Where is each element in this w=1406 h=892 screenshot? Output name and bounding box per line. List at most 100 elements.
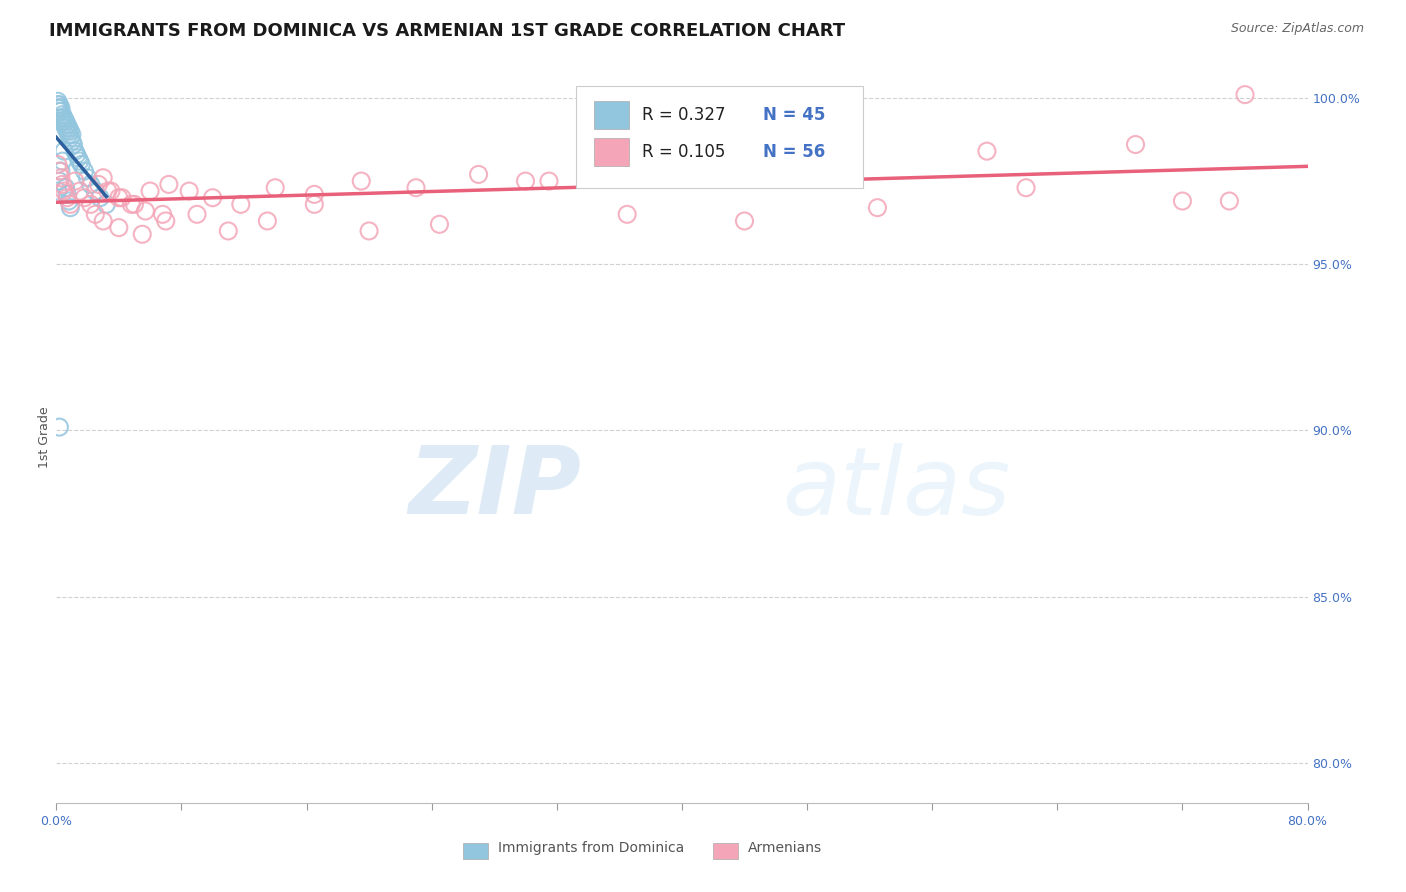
Point (124, 197, 146, 211)
Point (51, 154, 73, 169)
Point (91, 170, 114, 185)
Point (134, 204, 156, 219)
Point (60, 134, 83, 148)
Point (48, 164, 70, 178)
Point (48, 97, 70, 112)
Point (62, 137, 84, 152)
Text: ZIP: ZIP (409, 442, 582, 534)
Point (186, 207, 208, 221)
Point (76, 170, 98, 185)
Point (866, 201, 889, 215)
FancyBboxPatch shape (463, 843, 488, 859)
Text: Source: ZipAtlas.com: Source: ZipAtlas.com (1230, 22, 1364, 36)
Point (56, 191, 79, 205)
Point (157, 178, 180, 192)
Point (79, 197, 101, 211)
Point (53, 118, 76, 132)
Point (58, 120, 80, 135)
Point (537, 174, 560, 188)
Point (1015, 180, 1038, 194)
Point (51, 107, 73, 121)
Point (56, 187, 79, 202)
Text: N = 56: N = 56 (763, 143, 825, 161)
Point (96, 197, 118, 211)
Point (89, 191, 111, 205)
Point (84, 184, 107, 198)
Point (87, 178, 110, 192)
Point (84, 207, 107, 221)
Point (229, 197, 252, 211)
Point (155, 214, 177, 228)
Text: atlas: atlas (782, 442, 1011, 533)
Text: R = 0.105: R = 0.105 (643, 143, 725, 161)
Point (179, 184, 201, 198)
Point (46, 95, 69, 109)
Point (515, 174, 537, 188)
Point (73, 164, 96, 178)
FancyBboxPatch shape (575, 86, 863, 188)
Point (46, 97, 69, 112)
Point (108, 220, 131, 235)
Point (69, 154, 91, 169)
Point (53, 184, 76, 198)
Point (467, 168, 489, 182)
Point (49, 164, 72, 178)
Point (70, 157, 93, 171)
Point (624, 164, 647, 178)
FancyBboxPatch shape (713, 843, 738, 859)
Point (842, 151, 865, 165)
Point (256, 214, 278, 228)
Point (59, 197, 82, 211)
FancyBboxPatch shape (595, 138, 630, 166)
Point (217, 224, 239, 238)
Point (108, 191, 131, 205)
Point (152, 207, 174, 221)
Text: IMMIGRANTS FROM DOMINICA VS ARMENIAN 1ST GRADE CORRELATION CHART: IMMIGRANTS FROM DOMINICA VS ARMENIAN 1ST… (49, 22, 845, 40)
Point (55, 180, 77, 194)
Point (79, 178, 101, 192)
Text: Immigrants from Dominica: Immigrants from Dominica (498, 841, 685, 855)
Point (59, 131, 82, 145)
Point (1171, 194, 1194, 208)
Point (97, 184, 120, 198)
Point (49, 101, 72, 115)
Point (91, 214, 114, 228)
Point (48, 101, 70, 115)
Point (405, 180, 427, 194)
Point (63, 174, 86, 188)
Point (51, 114, 73, 128)
Point (63, 144, 86, 158)
Point (49, 170, 72, 185)
Point (139, 184, 162, 198)
Point (60, 128, 83, 142)
Point (56, 118, 79, 132)
Text: Armenians: Armenians (748, 841, 823, 855)
Y-axis label: 1st Grade: 1st Grade (38, 406, 51, 468)
Point (48, 174, 70, 188)
Point (55, 114, 77, 128)
Point (350, 174, 373, 188)
Point (264, 180, 287, 194)
Point (59, 124, 82, 138)
Text: N = 45: N = 45 (763, 106, 825, 124)
Point (304, 187, 326, 202)
Point (616, 207, 638, 221)
Point (201, 191, 224, 205)
Point (69, 184, 91, 198)
Point (359, 224, 381, 238)
Point (46, 157, 69, 171)
Point (46, 101, 69, 115)
Point (56, 124, 79, 138)
Point (58, 194, 80, 208)
Point (131, 227, 153, 242)
Point (1125, 137, 1147, 152)
Point (725, 157, 748, 171)
Point (49, 111, 72, 125)
Point (48, 420, 70, 434)
Point (58, 128, 80, 142)
Point (734, 214, 756, 228)
Point (1218, 194, 1240, 208)
FancyBboxPatch shape (595, 102, 630, 129)
Point (53, 111, 76, 125)
Point (51, 178, 73, 192)
